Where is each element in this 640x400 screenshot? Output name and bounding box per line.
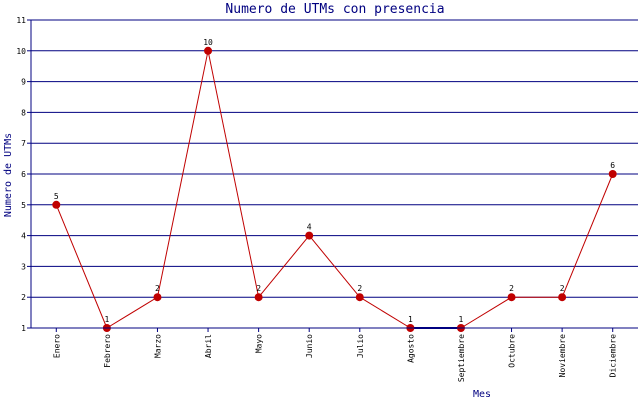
y-tick-label: 7 bbox=[21, 139, 26, 148]
data-point bbox=[153, 293, 162, 302]
series-line-segment bbox=[460, 296, 512, 329]
data-label: 1 bbox=[459, 315, 464, 324]
x-ticks: Enero Febrero Marzo Abril Mayo Junio Julio Agos… bbox=[52, 328, 618, 382]
y-tick-label: 1 bbox=[21, 324, 26, 333]
gridlines bbox=[31, 19, 638, 298]
y-tick-label: 8 bbox=[21, 108, 26, 117]
data-label: 6 bbox=[610, 161, 615, 170]
y-tick-label: 10 bbox=[16, 47, 26, 56]
data-label: 2 bbox=[357, 284, 362, 293]
y-tick-label: 6 bbox=[21, 170, 26, 179]
data-label: 4 bbox=[307, 223, 312, 232]
chart-title: Numero de UTMs con presencia bbox=[225, 2, 444, 17]
y-tick-label: 9 bbox=[21, 78, 26, 87]
y-tick-label: 4 bbox=[21, 232, 26, 241]
x-tick-label: Noviembre bbox=[558, 334, 567, 378]
x-tick-label: Marzo bbox=[153, 334, 162, 358]
series-line-segment bbox=[55, 204, 108, 329]
y-tick-label: 2 bbox=[21, 293, 26, 302]
data-labels: 5 1 2 10 2 4 2 1 1 2 2 6 bbox=[54, 38, 615, 324]
x-tick-label: Diciembre bbox=[609, 334, 618, 378]
x-tick-label: Agosto bbox=[406, 334, 415, 363]
y-tick-label: 11 bbox=[16, 16, 26, 25]
series-line-segment bbox=[308, 235, 361, 298]
y-tick-label: 3 bbox=[21, 262, 26, 271]
y-tick-label: 5 bbox=[21, 201, 26, 210]
data-point bbox=[52, 200, 61, 209]
data-label: 2 bbox=[155, 284, 160, 293]
data-label: 2 bbox=[509, 284, 514, 293]
series-line-segment bbox=[207, 50, 260, 298]
x-tick-label: Julio bbox=[356, 334, 365, 358]
axes bbox=[30, 20, 638, 329]
series-line-segment bbox=[156, 50, 209, 298]
data-label: 1 bbox=[408, 315, 413, 324]
data-point bbox=[558, 293, 567, 302]
x-tick-label: Febrero bbox=[103, 334, 112, 368]
data-point bbox=[355, 293, 364, 302]
data-point bbox=[254, 293, 263, 302]
x-tick-label: Mayo bbox=[255, 334, 264, 353]
x-tick-label: Septiembre bbox=[457, 334, 466, 382]
data-label: 1 bbox=[104, 315, 109, 324]
data-point bbox=[507, 293, 516, 302]
series-line-segment bbox=[359, 296, 411, 329]
x-tick-label: Enero bbox=[52, 334, 61, 358]
data-label: 2 bbox=[560, 284, 565, 293]
data-label: 5 bbox=[54, 192, 59, 201]
series-line-segment bbox=[561, 173, 614, 298]
y-ticks: 1 2 3 4 5 6 7 8 9 10 11 bbox=[16, 16, 31, 333]
data-points bbox=[52, 46, 617, 332]
series-lines bbox=[55, 50, 614, 329]
data-point bbox=[305, 231, 314, 240]
y-axis-label: Numero de UTMs bbox=[3, 133, 14, 217]
x-tick-label: Octubre bbox=[508, 334, 517, 368]
series-line-segment bbox=[258, 235, 310, 298]
x-tick-label: Abril bbox=[204, 334, 213, 358]
data-label: 2 bbox=[256, 284, 261, 293]
x-axis-label: Mes bbox=[473, 389, 491, 400]
data-point bbox=[608, 170, 617, 178]
data-point bbox=[204, 46, 213, 55]
data-label: 10 bbox=[203, 38, 213, 47]
x-tick-label: Junio bbox=[305, 334, 314, 358]
series-line-segment bbox=[106, 296, 158, 329]
